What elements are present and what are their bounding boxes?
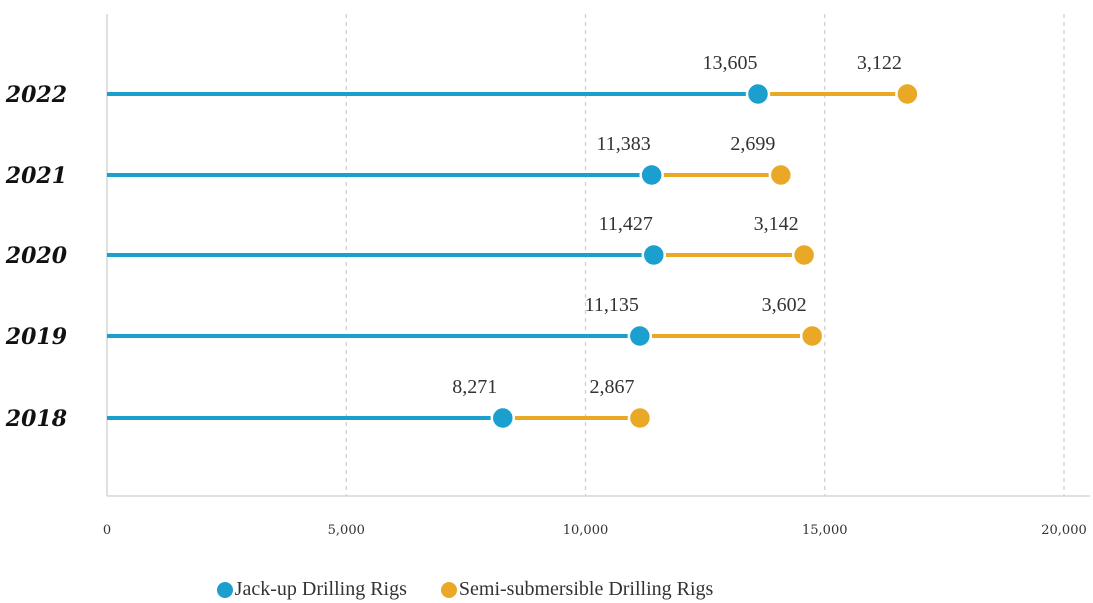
x-tick-label: 20,000 [1041, 523, 1087, 538]
jackup-point[interactable] [641, 242, 667, 268]
jackup-point[interactable] [745, 81, 771, 107]
category-label: 2018 [5, 406, 67, 432]
semi-point[interactable] [627, 405, 653, 431]
jackup-point[interactable] [639, 162, 664, 188]
jackup-point[interactable] [490, 405, 516, 431]
jackup-value-label: 13,605 [702, 52, 757, 74]
legend-item-semi[interactable]: Semi-submersible Drilling Rigs [440, 578, 714, 601]
legend-item-jackup[interactable]: Jack-up Drilling Rigs [216, 578, 407, 601]
x-tick-label: 10,000 [563, 523, 609, 538]
semi-value-label: 3,122 [857, 52, 902, 74]
jackup-value-label: 8,271 [452, 376, 497, 398]
category-labels: 2018 2019 2020 2021 2022 [5, 82, 68, 432]
semi-value-label: 3,142 [754, 213, 799, 235]
jackup-value-label: 11,427 [599, 213, 653, 235]
x-tick-labels: 0 5,000 10,000 15,000 20,000 [103, 523, 1087, 538]
legend-label-jackup: Jack-up Drilling Rigs [234, 578, 407, 600]
semi-value-label: 2,699 [730, 133, 775, 155]
semi-swatch-icon [440, 581, 457, 598]
category-label: 2021 [5, 163, 67, 189]
jackup-value-label: 11,135 [585, 294, 639, 316]
semi-point[interactable] [768, 162, 794, 188]
semi-point[interactable] [895, 81, 920, 107]
legend-label-semi: Semi-submersible Drilling Rigs [458, 578, 714, 600]
data-labels: 8,271 2,867 11,135 3,602 11,427 3,142 11,383 2,… [452, 52, 902, 398]
jackup-value-label: 11,383 [597, 133, 651, 155]
semi-value-label: 2,867 [589, 376, 634, 398]
jackup-point[interactable] [627, 323, 653, 349]
legend: Jack-up Drilling Rigs Semi-submersible D… [0, 578, 930, 601]
series-lines [107, 92, 908, 420]
x-tick-label: 15,000 [802, 523, 848, 538]
category-label: 2019 [5, 324, 67, 350]
semi-point[interactable] [799, 323, 825, 349]
x-tick-label: 0 [103, 523, 111, 538]
x-tick-label: 5,000 [328, 523, 365, 538]
semi-point[interactable] [791, 242, 817, 268]
category-label: 2022 [5, 82, 67, 108]
semi-value-label: 3,602 [762, 294, 807, 316]
category-label: 2020 [5, 243, 68, 269]
jackup-swatch-icon [216, 581, 233, 598]
series-points [490, 81, 920, 431]
